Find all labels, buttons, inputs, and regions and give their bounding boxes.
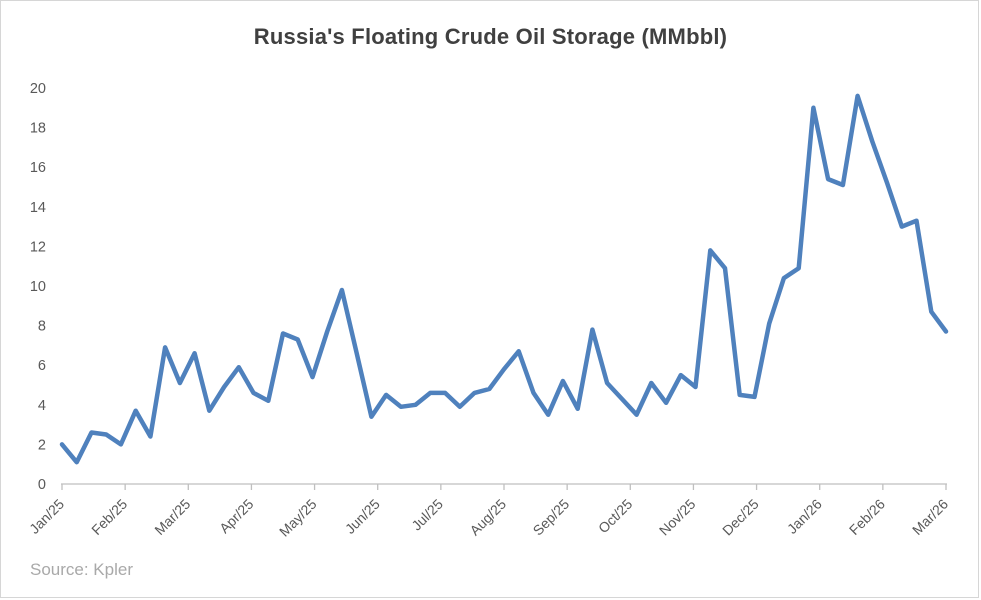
x-axis-label: Apr/25 (216, 496, 257, 537)
x-axis-label: Jul/25 (408, 496, 446, 534)
x-axis-label: Mar/25 (151, 496, 193, 538)
x-axis-label: Oct/25 (595, 496, 636, 537)
y-axis-label: 18 (30, 121, 46, 137)
y-axis-label: 4 (38, 398, 46, 414)
x-axis-label: Feb/26 (846, 496, 888, 538)
x-axis-label: Feb/25 (88, 496, 130, 538)
y-axis-label: 20 (30, 81, 46, 97)
x-axis-label: Jan/25 (26, 496, 67, 537)
y-axis-label: 10 (30, 279, 46, 295)
y-axis-label: 0 (38, 477, 46, 493)
y-axis-label: 14 (30, 200, 46, 216)
x-axis-label: Mar/26 (909, 496, 951, 538)
x-axis-label: Jun/25 (342, 496, 383, 537)
y-axis-label: 16 (30, 160, 46, 176)
x-axis-label: Jan/26 (784, 496, 825, 537)
y-axis-label: 6 (38, 358, 46, 374)
y-axis-label: 8 (38, 319, 46, 335)
x-axis-label: Sep/25 (530, 496, 573, 539)
x-axis-label: Nov/25 (656, 496, 699, 539)
chart-title: Russia's Floating Crude Oil Storage (MMb… (253, 24, 728, 49)
x-axis-label: May/25 (276, 496, 320, 540)
source-label: Source: Kpler (30, 560, 133, 579)
y-axis-label: 2 (38, 437, 46, 453)
x-axis-label: Aug/25 (466, 496, 509, 539)
y-axis-label: 12 (30, 239, 46, 255)
x-axis-label: Dec/25 (719, 496, 762, 539)
storage-data-line (59, 93, 949, 465)
